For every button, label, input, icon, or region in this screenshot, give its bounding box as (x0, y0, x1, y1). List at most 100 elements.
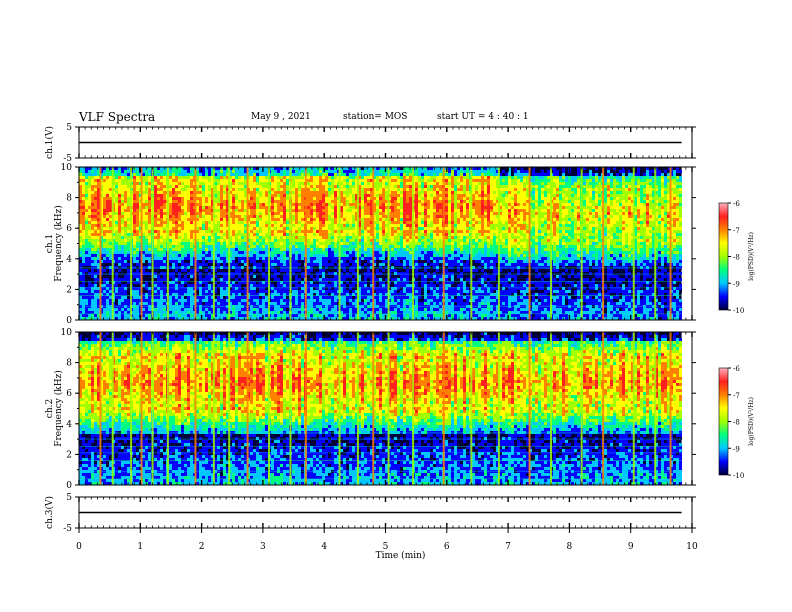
sferic-spike (130, 332, 133, 485)
y-tick-label: 10 (61, 328, 73, 338)
colorbar-tick-label: -6 (733, 365, 740, 373)
sferic-spike (338, 167, 341, 320)
sferic-spike (528, 167, 531, 320)
start-ut-label: start UT = 4 : 40 : 1 (437, 112, 529, 122)
y-tick-label: 8 (66, 359, 72, 369)
sferic-spike (304, 167, 307, 320)
y-tick-label: 6 (66, 389, 72, 399)
sferic-spike (654, 167, 657, 320)
ch3-waveform: 5 -5 ch.3(V) (44, 493, 696, 534)
colorbar-label: log(PSD)(V²/Hz) (748, 232, 755, 281)
sferic-spike (669, 167, 672, 320)
y-axis-label: ch.1Frequency (kHz) (45, 205, 64, 282)
y-tick-label: 6 (66, 224, 72, 234)
sferic-spike (372, 167, 375, 320)
sferic-spike (387, 167, 390, 320)
y-axis-label: ch.3(V) (44, 496, 55, 529)
y-tick-label: 10 (61, 163, 73, 173)
x-tick-label: 0 (76, 542, 82, 552)
x-tick-label: 5 (383, 542, 389, 552)
sferic-spike (442, 167, 445, 320)
colorbar-tick-label: -7 (733, 227, 740, 235)
y-axis-label: ch.1(V) (44, 126, 55, 159)
sferic-spike (212, 332, 215, 485)
y-tick-label: 4 (66, 420, 72, 430)
sferic-spike (528, 332, 531, 485)
y-tick-label: -5 (63, 154, 72, 164)
sferic-spike (580, 332, 583, 485)
x-tick-label: 10 (686, 542, 698, 552)
sferic-spike (268, 332, 271, 485)
sferic-spike (602, 167, 605, 320)
y-tick-label: 8 (66, 194, 72, 204)
sferic-spike (632, 167, 635, 320)
y-axis-label: ch.2Frequency (kHz) (45, 370, 64, 447)
sferic-spike (412, 167, 415, 320)
sferic-spike (194, 167, 197, 320)
sferic-spike (289, 332, 292, 485)
sferic-spike (412, 332, 415, 485)
colorbar-tick-label: -9 (733, 445, 740, 453)
sferic-spike (246, 332, 249, 485)
colorbar-2: -6 -7 -8 -9 -10 log(PSD)(V²/Hz) (718, 365, 755, 480)
sferic-spike (669, 332, 672, 485)
x-tick-label: 9 (628, 542, 634, 552)
sferic-spike (111, 332, 114, 485)
sferic-spike (130, 167, 133, 320)
colorbar-tick-label: -6 (733, 200, 740, 208)
y-tick-label: -5 (63, 524, 72, 534)
sferic-spike (470, 167, 473, 320)
sferic-spike (111, 167, 114, 320)
sferic-spike (497, 167, 500, 320)
colorbar-tick-label: -8 (733, 419, 740, 427)
sferic-spike (338, 332, 341, 485)
y-tick-label: 2 (66, 450, 72, 460)
sferic-spike (580, 167, 583, 320)
x-tick-label: 6 (444, 542, 450, 552)
sferic-spike (228, 167, 231, 320)
ch1-waveform: 5 -5 ch.1(V) (44, 123, 696, 164)
sferic-spike (550, 167, 553, 320)
sferic-spike (99, 332, 102, 485)
x-tick-label: 1 (137, 542, 143, 552)
colorbar-tick-label: -8 (733, 254, 740, 262)
sferic-spike (151, 167, 154, 320)
sferic-spike (194, 332, 197, 485)
sferic-spike (246, 167, 249, 320)
sferic-spike (140, 332, 143, 485)
x-tick-label: 2 (199, 542, 205, 552)
colorbar-1: -6 -7 -8 -9 -10 log(PSD)(V²/Hz) (718, 200, 755, 315)
sferic-spike (166, 332, 169, 485)
sferic-spike (632, 332, 635, 485)
date-label: May 9 , 2021 (251, 112, 311, 122)
y-tick-label: 0 (66, 316, 72, 326)
colorbar-tick-label: -9 (733, 280, 740, 288)
x-tick-label: 3 (260, 542, 266, 552)
sferic-spike (228, 332, 231, 485)
station-label: station= MOS (343, 112, 407, 122)
sferic-spike (470, 332, 473, 485)
colorbar-gradient (718, 367, 729, 476)
colorbar-tick-label: -10 (733, 472, 744, 480)
colorbar-tick-label: -10 (733, 307, 744, 315)
sferic-spike (304, 332, 307, 485)
sferic-spike (99, 167, 102, 320)
sferic-spike (151, 332, 154, 485)
sferic-spike (442, 332, 445, 485)
y-tick-label: 4 (66, 255, 72, 265)
x-tick-label: 8 (567, 542, 573, 552)
sferic-spike (654, 332, 657, 485)
sferic-spike (372, 332, 375, 485)
sferic-spike (356, 167, 359, 320)
ch1-spectrogram: 0 2 4 6 8 10 ch.1Frequency (kHz) (45, 163, 696, 326)
y-tick-label: 2 (66, 285, 72, 295)
sferic-spike (356, 332, 359, 485)
sferic-spike (212, 167, 215, 320)
colorbar-tick-label: -7 (733, 392, 740, 400)
sferic-spike (387, 332, 390, 485)
ch2-spectrogram: 0 2 4 6 8 10 ch.2Frequency (kHz) (45, 328, 696, 491)
sferic-spike (497, 332, 500, 485)
x-tick-label: 7 (505, 542, 511, 552)
x-axis-label: Time (min) (376, 550, 426, 561)
sferic-spike (289, 167, 292, 320)
